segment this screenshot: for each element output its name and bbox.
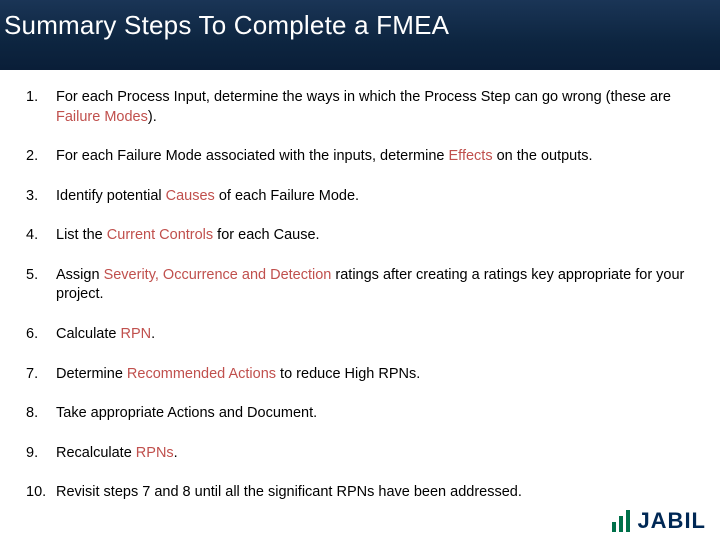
step-item: 1.For each Process Input, determine the … (26, 88, 700, 127)
body-text: to reduce High RPNs. (276, 366, 420, 382)
step-text: Calculate RPN. (56, 325, 700, 345)
step-item: 7.Determine Recommended Actions to reduc… (26, 365, 700, 385)
step-text: Identify potential Causes of each Failur… (56, 187, 700, 207)
logo-text: JABIL (637, 508, 706, 534)
step-number: 3. (26, 187, 56, 207)
highlight-text: Effects (449, 148, 493, 164)
step-item: 3.Identify potential Causes of each Fail… (26, 187, 700, 207)
step-number: 9. (26, 444, 56, 464)
step-item: 6.Calculate RPN. (26, 325, 700, 345)
step-number: 1. (26, 88, 56, 127)
body-text: For each Failure Mode associated with th… (56, 148, 449, 164)
step-item: 4.List the Current Controls for each Cau… (26, 226, 700, 246)
slide-header: Summary Steps To Complete a FMEA (0, 0, 720, 70)
body-text: . (174, 445, 178, 461)
step-text: Take appropriate Actions and Document. (56, 404, 700, 424)
steps-list: 1.For each Process Input, determine the … (26, 88, 700, 503)
highlight-text: RPN (120, 326, 151, 342)
step-number: 2. (26, 147, 56, 167)
body-text: Calculate (56, 326, 120, 342)
step-text: For each Failure Mode associated with th… (56, 147, 700, 167)
step-number: 6. (26, 325, 56, 345)
body-text: Take appropriate Actions and Document. (56, 405, 317, 421)
step-item: 8.Take appropriate Actions and Document. (26, 404, 700, 424)
step-text: List the Current Controls for each Cause… (56, 226, 700, 246)
slide-title: Summary Steps To Complete a FMEA (4, 10, 708, 41)
body-text: Identify potential (56, 188, 166, 204)
step-text: Assign Severity, Occurrence and Detectio… (56, 266, 700, 305)
body-text: Determine (56, 366, 127, 382)
step-number: 5. (26, 266, 56, 305)
body-text: . (151, 326, 155, 342)
footer-logo: JABIL (612, 508, 706, 534)
step-number: 4. (26, 226, 56, 246)
body-text: Assign (56, 267, 104, 283)
step-number: 8. (26, 404, 56, 424)
step-text: Recalculate RPNs. (56, 444, 700, 464)
body-text: for each Cause. (213, 227, 319, 243)
body-text: on the outputs. (493, 148, 593, 164)
step-item: 10.Revisit steps 7 and 8 until all the s… (26, 483, 700, 503)
highlight-text: Current Controls (107, 227, 213, 243)
highlight-text: Recommended Actions (127, 366, 276, 382)
step-text: For each Process Input, determine the wa… (56, 88, 700, 127)
body-text: Revisit steps 7 and 8 until all the sign… (56, 484, 522, 500)
step-number: 7. (26, 365, 56, 385)
highlight-text: Severity, Occurrence and Detection (104, 267, 332, 283)
step-text: Revisit steps 7 and 8 until all the sign… (56, 483, 700, 503)
body-text: List the (56, 227, 107, 243)
body-text: For each Process Input, determine the wa… (56, 89, 671, 105)
step-number: 10. (26, 483, 56, 503)
highlight-text: Causes (166, 188, 215, 204)
step-text: Determine Recommended Actions to reduce … (56, 365, 700, 385)
body-text: of each Failure Mode. (215, 188, 359, 204)
logo-bars-icon (612, 510, 630, 532)
step-item: 2.For each Failure Mode associated with … (26, 147, 700, 167)
step-item: 9.Recalculate RPNs. (26, 444, 700, 464)
highlight-text: RPNs (136, 445, 174, 461)
body-text: ). (148, 109, 157, 125)
highlight-text: Failure Modes (56, 109, 148, 125)
step-item: 5.Assign Severity, Occurrence and Detect… (26, 266, 700, 305)
body-text: Recalculate (56, 445, 136, 461)
slide-content: 1.For each Process Input, determine the … (0, 70, 720, 533)
